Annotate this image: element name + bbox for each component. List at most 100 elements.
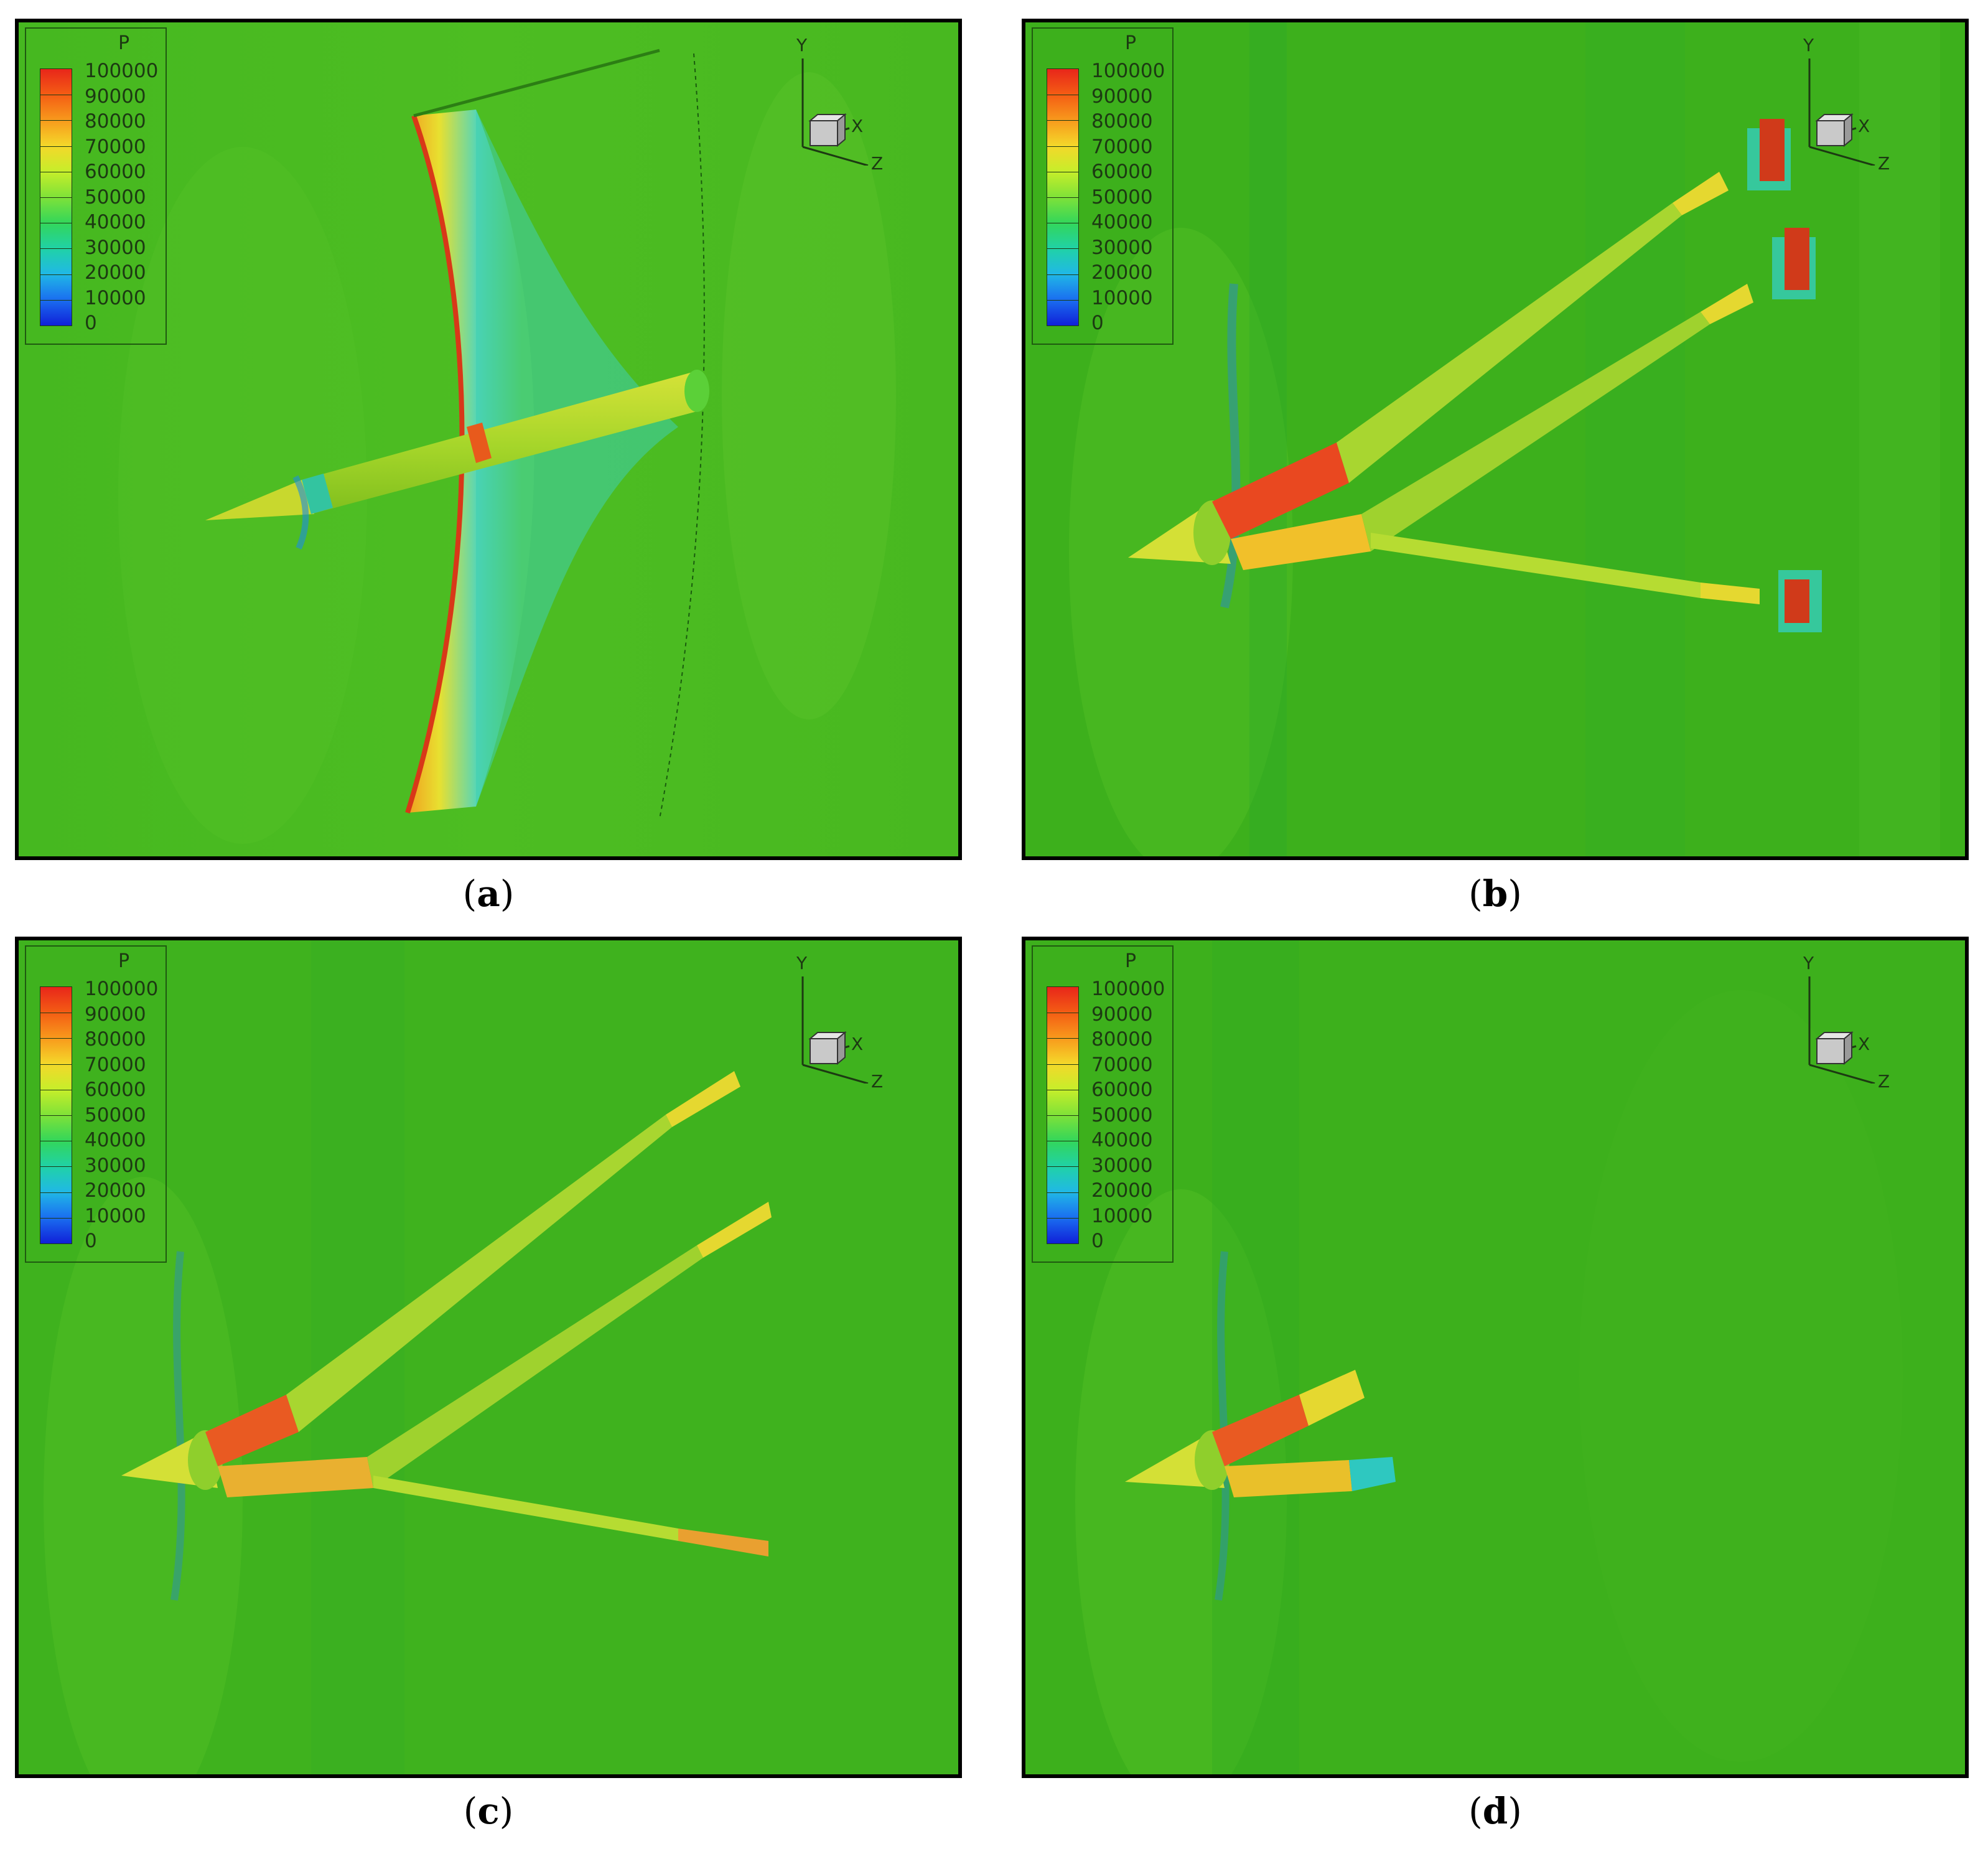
axis-z-label: Z [871,153,884,174]
axis-x-label: X [1858,1034,1870,1054]
legend-label: 40000 [1091,211,1153,233]
legend-tick [1047,1115,1078,1116]
legend-label: 60000 [1091,1079,1153,1101]
legend-label: 60000 [1091,161,1153,183]
legend-label: 10000 [85,1204,146,1227]
axis-y-label: Y [1803,35,1814,55]
legend-label: 0 [1091,1230,1104,1252]
axis-x-label: X [1858,116,1870,136]
contour-plot-c [19,940,958,1774]
legend-label: 90000 [1091,85,1153,108]
legend-label: 100000 [1091,978,1165,1000]
legend-label: 0 [1091,312,1104,334]
legend-label: 50000 [1091,1103,1153,1126]
pressure-legend: P 100000 90000 80000 70000 60000 50000 40000 30… [25,945,167,1263]
legend-tick [1047,299,1078,301]
legend-label: 90000 [1091,1003,1153,1026]
legend-label: 70000 [85,135,146,158]
legend-label: 70000 [1091,135,1153,158]
pressure-legend: P 100000 90000 80000 70000 60000 50000 40000 30… [1032,945,1174,1263]
legend-tick [1047,146,1078,147]
legend-tick [40,325,72,326]
legend-label: 50000 [1091,185,1153,208]
legend-label: 70000 [1091,1053,1153,1076]
legend-label: 100000 [1091,60,1165,82]
legend-tick [40,120,72,121]
axis-triad: Y X Z [1791,953,1915,1092]
legend-label: 30000 [1091,1154,1153,1177]
legend-label: 20000 [1091,1179,1153,1202]
caption-d: (d) [1468,1790,1522,1832]
caption-b: (b) [1468,873,1522,915]
legend-label: 30000 [85,236,146,259]
legend-color-bar [1047,986,1079,1244]
legend-label: 10000 [1091,286,1153,309]
axis-y-label: Y [1803,953,1814,973]
axis-x-label: X [851,116,864,136]
legend-tick [1047,1243,1078,1244]
contour-plot-b [1025,22,1965,856]
legend-tick [40,1243,72,1244]
legend-label: 0 [85,1230,97,1252]
panel-a: P 100000 90000 80000 70000 60000 50000 40000 30… [15,19,962,860]
legend-label: 10000 [1091,1204,1153,1227]
fragment-bodies [1128,119,1822,632]
legend-label: 60000 [85,161,146,183]
legend-label: 60000 [85,1079,146,1101]
legend-tick [1047,1217,1078,1219]
fragment-bodies [1125,1370,1396,1497]
legend-tick [40,1217,72,1219]
legend-tick [40,1115,72,1116]
legend-title: P [1125,950,1137,972]
legend-label: 40000 [1091,1129,1153,1151]
legend-tick [40,1192,72,1193]
legend-label: 80000 [85,1028,146,1051]
legend-tick [1047,1192,1078,1193]
legend-label: 20000 [85,1179,146,1202]
legend-title: P [118,32,130,54]
legend-label: 30000 [85,1154,146,1177]
legend-label: 50000 [85,1103,146,1126]
legend-label: 10000 [85,286,146,309]
legend-label: 80000 [85,110,146,133]
axis-z-label: Z [871,1071,884,1092]
legend-tick [1047,274,1078,275]
legend-label: 50000 [85,185,146,208]
axis-triad: Y X Z [784,953,908,1092]
legend-color-bar [40,986,72,1244]
legend-label: 30000 [1091,236,1153,259]
legend-label: 0 [85,312,97,334]
legend-label: 20000 [1091,261,1153,284]
fragment-bodies [121,1071,772,1556]
axis-z-label: Z [1878,153,1890,174]
legend-title: P [1125,32,1137,54]
contour-plot-d [1025,940,1965,1774]
missile-body [205,371,697,520]
legend-tick [1047,1038,1078,1039]
legend-color-bar [1047,68,1079,326]
legend-tick [40,146,72,147]
legend-tick [1047,120,1078,121]
axis-x-label: X [851,1034,864,1054]
legend-label: 100000 [85,978,159,1000]
legend-label: 80000 [1091,1028,1153,1051]
legend-color-bar [40,68,72,326]
legend-tick [1047,248,1078,250]
legend-label: 20000 [85,261,146,284]
legend-tick [40,299,72,301]
legend-tick [1047,1166,1078,1168]
legend-label: 40000 [85,1129,146,1151]
legend-tick [40,1064,72,1065]
panel-b: P 100000 90000 80000 70000 60000 50000 40000 30… [1022,19,1969,860]
pressure-legend: P 100000 90000 80000 70000 60000 50000 40000 30… [1032,27,1174,345]
caption-c: (c) [463,1790,514,1832]
panel-c: P 100000 90000 80000 70000 60000 50000 40000 30… [15,937,962,1778]
legend-label: 90000 [85,1003,146,1026]
legend-label: 40000 [85,211,146,233]
caption-a: (a) [462,873,515,915]
legend-tick [1047,197,1078,198]
legend-tick [40,1038,72,1039]
axis-z-label: Z [1878,1071,1890,1092]
legend-title: P [118,950,130,972]
axis-y-label: Y [796,35,808,55]
